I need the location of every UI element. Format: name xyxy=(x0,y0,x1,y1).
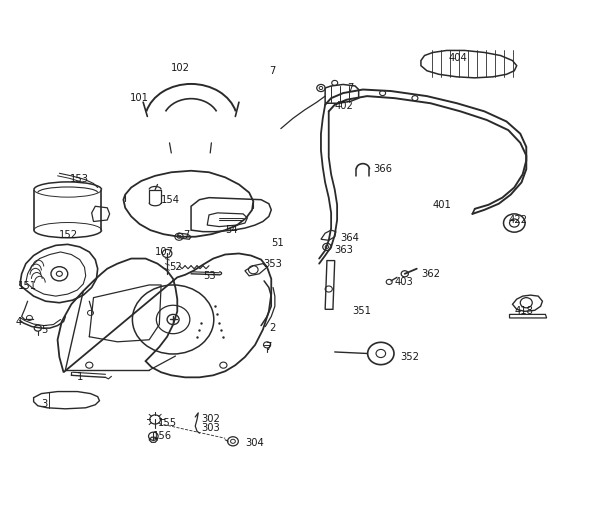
Text: 363: 363 xyxy=(335,245,353,256)
Text: 404: 404 xyxy=(448,52,467,63)
Text: 54: 54 xyxy=(225,225,238,235)
Text: 153: 153 xyxy=(70,175,89,184)
Text: 1: 1 xyxy=(77,373,83,382)
Text: 151: 151 xyxy=(17,281,37,291)
Text: 156: 156 xyxy=(154,431,172,441)
Text: 351: 351 xyxy=(353,306,371,317)
Text: 7: 7 xyxy=(347,83,353,93)
Text: 155: 155 xyxy=(158,418,176,428)
Text: 102: 102 xyxy=(171,63,190,73)
Text: 7: 7 xyxy=(265,342,272,352)
Text: 422: 422 xyxy=(508,215,527,225)
Text: 107: 107 xyxy=(155,247,174,257)
Text: 302: 302 xyxy=(201,414,220,425)
Text: 303: 303 xyxy=(201,423,220,433)
Text: 352: 352 xyxy=(401,352,419,362)
Text: 4: 4 xyxy=(16,317,22,326)
Text: 53: 53 xyxy=(203,271,215,281)
Text: 366: 366 xyxy=(373,164,392,174)
Text: 418: 418 xyxy=(514,306,533,317)
Text: 7: 7 xyxy=(183,230,190,240)
Text: 403: 403 xyxy=(395,277,413,288)
Text: 52: 52 xyxy=(170,262,182,272)
Text: 2: 2 xyxy=(269,323,275,333)
Text: 304: 304 xyxy=(245,438,263,448)
Text: 353: 353 xyxy=(263,259,282,269)
Text: 401: 401 xyxy=(433,200,452,210)
Text: 152: 152 xyxy=(59,230,79,240)
Text: 364: 364 xyxy=(341,233,359,243)
Text: 402: 402 xyxy=(335,101,353,111)
Text: 51: 51 xyxy=(271,238,284,248)
Text: 154: 154 xyxy=(161,194,180,205)
Text: 3: 3 xyxy=(41,399,47,409)
Text: 362: 362 xyxy=(421,269,440,279)
Text: 7: 7 xyxy=(269,66,275,76)
Text: 5: 5 xyxy=(41,325,48,334)
Text: 101: 101 xyxy=(130,93,148,103)
